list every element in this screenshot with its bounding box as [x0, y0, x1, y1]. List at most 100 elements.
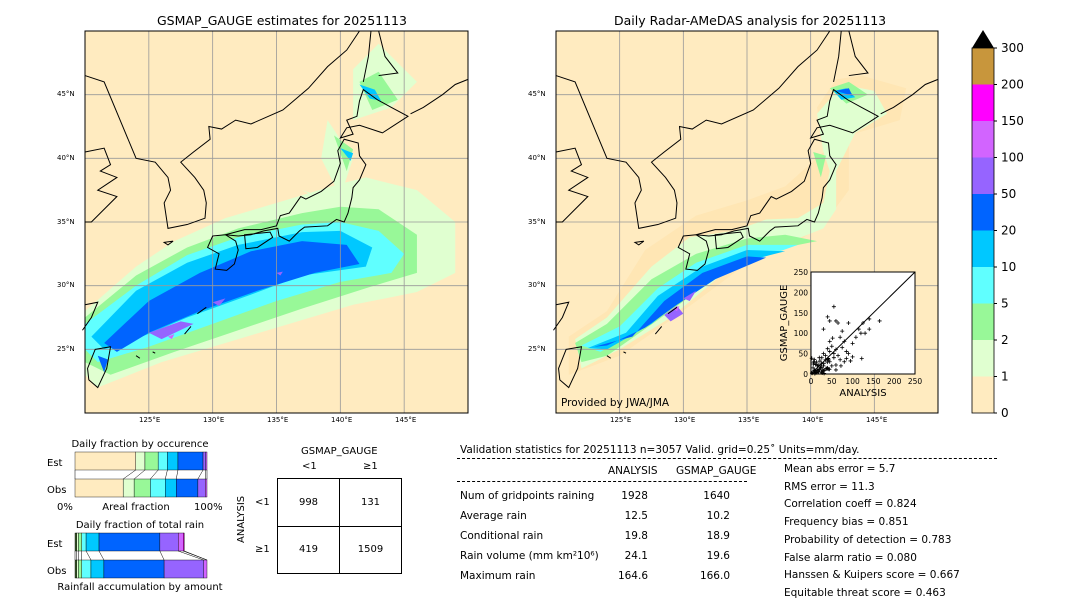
score-line: False alarm ratio = 0.080 — [784, 552, 917, 564]
lon-tick: 130°E — [674, 416, 695, 424]
y-tick-label: 50 — [798, 350, 808, 359]
colorbar: 0125102050100150200300 — [960, 28, 1040, 423]
contingency-row-title: ANALYSIS — [236, 496, 247, 543]
total-rain-title: Daily fraction of total rain — [76, 520, 204, 531]
total-rain-est-segment — [160, 533, 178, 551]
score-line: Probability of detection = 0.783 — [784, 534, 951, 546]
lat-tick: 35°N — [57, 218, 75, 226]
segment-connector — [134, 470, 145, 479]
y-tick-label: 250 — [794, 268, 809, 277]
y-tick-label: 0 — [803, 370, 808, 379]
row-label-lt1: <1 — [255, 497, 270, 508]
segment-connector — [178, 551, 203, 560]
total-rain-est-segment — [99, 533, 160, 551]
stat-analysis: 24.1 — [600, 550, 648, 562]
segment-connector — [123, 470, 136, 479]
x-tick-label: 100 — [845, 377, 860, 386]
lat-tick: 25°N — [528, 345, 546, 353]
table-divider — [457, 481, 747, 482]
colorbar-label: 10 — [1001, 260, 1016, 274]
colorbar-segment — [972, 340, 994, 377]
total-rain-est-segment — [183, 533, 184, 551]
colorbar-label: 100 — [1001, 151, 1024, 165]
stat-analysis: 164.6 — [600, 570, 648, 582]
score-line: RMS error = 11.3 — [784, 481, 875, 493]
lat-tick: 30°N — [57, 281, 75, 289]
occurrence-est-segment — [178, 452, 203, 470]
lat-tick: 30°N — [528, 281, 546, 289]
total-rain-obs-segment — [82, 560, 91, 578]
total-rain-obs-label: Obs — [47, 566, 66, 577]
segment-connector — [198, 470, 203, 479]
lat-tick: 45°N — [57, 90, 75, 98]
stat-label: Rain volume (mm km²10⁶) — [460, 550, 599, 562]
stat-label: Average rain — [460, 510, 527, 522]
contingency-table: 998 131 419 1509 — [277, 478, 402, 574]
col-analysis: ANALYSIS — [608, 465, 658, 477]
total-rain-obs-segment — [104, 560, 164, 578]
total-rain-obs-segment — [91, 560, 104, 578]
lon-tick: 145°E — [395, 416, 416, 424]
stat-gsmap: 10.2 — [690, 510, 730, 522]
segment-connector — [184, 551, 207, 560]
cell-miss: 419 — [278, 544, 339, 555]
lon-tick: 140°E — [802, 416, 823, 424]
stats-divider — [457, 458, 997, 459]
total-rain-obs-segment — [75, 560, 77, 578]
areal-fraction-label: Areal fraction — [102, 502, 169, 513]
occurrence-obs-segment — [150, 479, 165, 497]
segment-connector — [150, 470, 158, 479]
cell-hit-none: 998 — [278, 497, 339, 508]
col-label-ge1: ≥1 — [363, 461, 378, 472]
stats-header: Validation statistics for 20251113 n=305… — [460, 444, 860, 456]
stat-gsmap: 166.0 — [690, 570, 730, 582]
occurrence-obs-segment — [165, 479, 176, 497]
total-rain-est-segment — [86, 533, 99, 551]
total-rain-obs-segment — [164, 560, 204, 578]
occurrence-obs-segment — [205, 479, 207, 497]
occurrence-est-segment — [145, 452, 158, 470]
colorbar-label: 20 — [1001, 224, 1016, 238]
lon-tick: 145°E — [866, 416, 887, 424]
fraction-bars: Daily fraction by occurenceEstObs0% Areal… — [0, 430, 240, 600]
left-map — [85, 31, 468, 413]
col-label-lt1: <1 — [302, 461, 317, 472]
colorbar-segment — [972, 158, 994, 195]
occurrence-est-label: Est — [47, 458, 63, 469]
xtick-0pct: 0% — [57, 502, 73, 513]
occurrence-est-segment — [167, 452, 178, 470]
lon-tick: 140°E — [331, 416, 352, 424]
x-tick-label: 50 — [827, 377, 837, 386]
stat-analysis: 19.8 — [600, 530, 648, 542]
occurrence-obs-segment — [134, 479, 150, 497]
colorbar-label: 300 — [1001, 41, 1024, 55]
stat-analysis: 1928 — [600, 490, 648, 502]
stat-gsmap: 18.9 — [690, 530, 730, 542]
colorbar-label: 150 — [1001, 114, 1024, 128]
stat-label: Num of gridpoints raining — [460, 490, 594, 502]
colorbar-segment — [972, 231, 994, 268]
colorbar-label: 2 — [1001, 333, 1009, 347]
x-tick-label: 150 — [866, 377, 881, 386]
score-line: Hanssen & Kuipers score = 0.667 — [784, 569, 960, 581]
segment-connector — [99, 551, 104, 560]
colorbar-label: 0 — [1001, 406, 1009, 420]
lat-tick: 25°N — [57, 345, 75, 353]
x-tick-label: 200 — [887, 377, 902, 386]
total-rain-est-segment — [178, 533, 183, 551]
contingency-col-title: GSMAP_GAUGE — [301, 446, 378, 457]
data-credit: Provided by JWA/JMA — [561, 397, 669, 409]
accumulation-label: Rainfall accumulation by amount — [57, 582, 222, 593]
y-tick-label: 150 — [794, 309, 809, 318]
x-tick-label: 0 — [809, 377, 814, 386]
colorbar-extend-arrow — [972, 30, 994, 48]
total-rain-est-segment — [82, 533, 86, 551]
segment-connector — [160, 551, 164, 560]
y-tick-label: 200 — [794, 288, 809, 297]
lon-tick: 130°E — [203, 416, 224, 424]
occurrence-obs-segment — [198, 479, 205, 497]
segment-connector — [86, 551, 91, 560]
score-line: Frequency bias = 0.851 — [784, 516, 909, 528]
lon-tick: 135°E — [738, 416, 759, 424]
lat-tick: 35°N — [528, 218, 546, 226]
